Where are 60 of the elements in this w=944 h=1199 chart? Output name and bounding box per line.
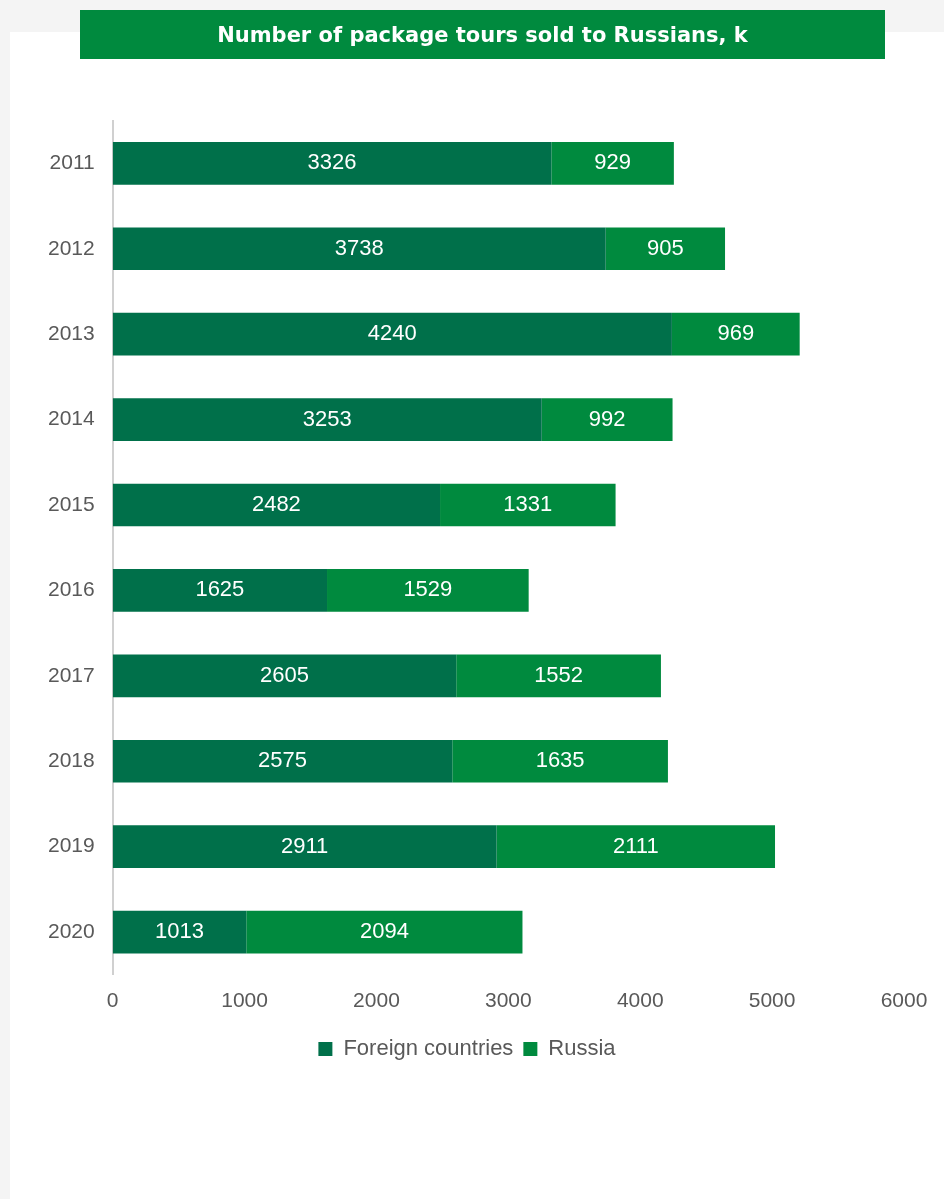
data-label: 2094: [359, 918, 409, 944]
x-tick-label: 4000: [616, 988, 664, 1012]
data-label: 1331: [503, 491, 553, 517]
y-tick-label: 2017: [48, 662, 95, 686]
data-label: 929: [594, 149, 631, 175]
data-label: 3253: [302, 405, 352, 431]
y-tick-label: 2019: [48, 833, 95, 857]
data-label: 1013: [155, 918, 204, 944]
bar: [496, 825, 776, 869]
bar: [440, 483, 616, 527]
x-tick-label: 5000: [748, 988, 796, 1012]
x-tick-label: 1000: [221, 988, 268, 1012]
bar: [671, 312, 800, 356]
y-tick-label: 2011: [49, 150, 95, 174]
bar: [327, 569, 529, 612]
bar: [551, 141, 674, 185]
bar: [112, 910, 247, 954]
data-label: 2111: [612, 832, 659, 858]
data-label: 3738: [334, 234, 384, 260]
data-label: 992: [588, 405, 626, 431]
data-label: 2911: [281, 832, 329, 858]
bar: [112, 141, 552, 185]
bar: [112, 483, 441, 527]
bar: [112, 569, 328, 612]
x-tick-label: 3000: [485, 988, 532, 1012]
y-tick-label: 2018: [48, 748, 95, 772]
data-label: 2575: [258, 747, 307, 773]
chart-title: Number of package tours sold to Russians, k: [80, 10, 885, 59]
bar: [112, 739, 453, 783]
x-tick-label: 2000: [353, 988, 400, 1012]
x-tick-label: 6000: [880, 988, 928, 1012]
data-label: 905: [647, 234, 684, 260]
bar: [112, 312, 672, 356]
data-label: 3326: [307, 149, 357, 175]
data-label: 4240: [367, 320, 417, 346]
bar: [112, 227, 606, 271]
bar: [452, 739, 668, 783]
y-tick-label: 2016: [48, 577, 95, 601]
y-tick-label: 2014: [48, 406, 96, 430]
bar: [541, 398, 673, 441]
data-label: 2482: [251, 491, 301, 517]
bar: [112, 398, 542, 441]
y-tick-label: 2015: [48, 491, 95, 515]
data-label: 2605: [260, 661, 309, 687]
bar: [456, 654, 661, 698]
data-label: 1635: [535, 747, 585, 773]
data-label: 1625: [195, 576, 245, 602]
legend-label: Russia: [548, 1035, 617, 1061]
legend-label: Foreign countries: [343, 1035, 514, 1061]
bar: [605, 227, 726, 271]
y-tick-label: 2012: [48, 235, 95, 259]
bar: [246, 910, 523, 954]
y-tick-label: 2020: [48, 918, 95, 942]
data-label: 969: [717, 320, 755, 346]
bar: [112, 825, 497, 869]
y-tick-label: 2013: [48, 320, 95, 344]
bar: [112, 654, 457, 698]
data-label: 1529: [403, 576, 453, 602]
x-tick-label: 0: [106, 988, 119, 1012]
data-label: 1552: [534, 661, 584, 687]
